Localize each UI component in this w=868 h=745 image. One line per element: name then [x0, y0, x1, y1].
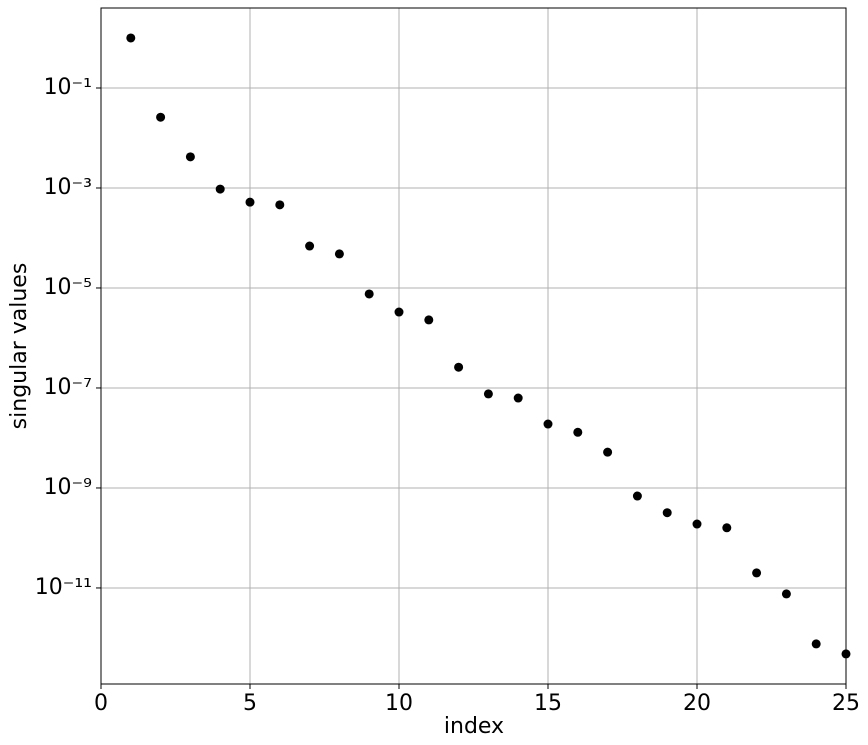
point — [334, 249, 344, 259]
point — [364, 289, 374, 299]
point — [603, 447, 613, 457]
x-tick-label: 10 — [385, 691, 413, 716]
point — [424, 315, 434, 325]
point — [156, 112, 166, 122]
x-tick-label: 25 — [832, 691, 860, 716]
point — [215, 184, 225, 194]
point — [841, 649, 851, 659]
point — [454, 362, 464, 372]
x-axis-label: index — [444, 714, 504, 739]
point — [394, 307, 404, 317]
x-tick-label: 0 — [94, 691, 108, 716]
plot-frame — [100, 7, 847, 685]
point — [781, 589, 791, 599]
y-tick-label: 10⁻⁷ — [44, 375, 92, 400]
x-tick-label: 15 — [534, 691, 562, 716]
y-tick-label: 10⁻¹ — [44, 75, 92, 100]
point — [245, 197, 255, 207]
point — [275, 200, 285, 210]
y-tick-label: 10⁻⁵ — [44, 275, 92, 300]
x-tick-label: 5 — [243, 691, 257, 716]
point — [573, 427, 583, 437]
point — [126, 33, 136, 43]
y-tick-label: 10⁻³ — [44, 175, 92, 200]
y-tick-label: 10⁻⁹ — [44, 475, 92, 500]
point — [662, 508, 672, 518]
point — [692, 519, 702, 529]
point — [483, 389, 493, 399]
point — [305, 241, 315, 251]
y-axis-label: singular values — [7, 263, 32, 430]
point — [543, 419, 553, 429]
point — [722, 523, 732, 533]
point — [632, 491, 642, 501]
point — [752, 568, 762, 578]
point — [185, 152, 195, 162]
x-tick-label: 20 — [683, 691, 711, 716]
point — [811, 639, 821, 649]
y-tick-label: 10⁻¹¹ — [35, 575, 92, 600]
point — [513, 393, 523, 403]
